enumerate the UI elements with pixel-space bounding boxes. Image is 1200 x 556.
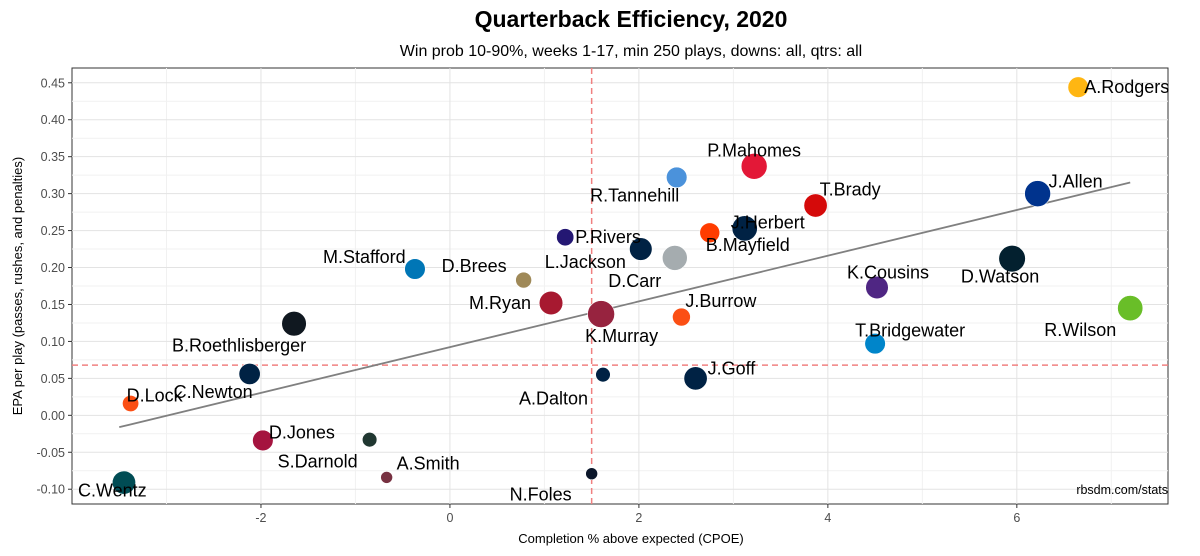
y-tick-label: 0.20 bbox=[41, 261, 65, 275]
point-label-s-darnold: S.Darnold bbox=[278, 452, 358, 472]
y-axis: -0.10 -0.05 0.00 0.05 0.10 0.15 0.20 0.25 0.30 0.… bbox=[37, 76, 72, 497]
point-r-wilson bbox=[1117, 295, 1144, 322]
point-b-mayfield bbox=[699, 222, 721, 244]
point-label-k-murray: K.Murray bbox=[585, 326, 658, 346]
point-label-m-stafford: M.Stafford bbox=[323, 247, 406, 267]
point-c-newton bbox=[238, 362, 261, 385]
point-d-watson bbox=[998, 245, 1026, 273]
y-tick-label: 0.10 bbox=[41, 335, 65, 349]
point-label-j-goff: J.Goff bbox=[708, 358, 757, 378]
y-tick-label: 0.30 bbox=[41, 187, 65, 201]
point-d-jones bbox=[252, 429, 274, 452]
point-label-t-bridgewater: T.Bridgewater bbox=[855, 321, 965, 341]
x-tick-label: -2 bbox=[255, 511, 266, 525]
point-j-burrow bbox=[672, 307, 691, 327]
trend-line-group bbox=[119, 181, 1131, 429]
chart-title: Quarterback Efficiency, 2020 bbox=[475, 6, 788, 32]
point-a-smith bbox=[380, 471, 393, 484]
point-label-b-mayfield: B.Mayfield bbox=[706, 235, 790, 255]
point-label-a-rodgers: A.Rodgers bbox=[1084, 77, 1169, 97]
point-label-a-dalton: A.Dalton bbox=[519, 389, 588, 409]
point-label-p-mahomes: P.Mahomes bbox=[707, 140, 801, 160]
point-b-roethlisberger bbox=[281, 311, 307, 337]
point-j-allen bbox=[1024, 180, 1051, 207]
y-tick-label: 0.05 bbox=[41, 372, 65, 386]
x-tick-label: 2 bbox=[635, 511, 642, 525]
y-tick-label: -0.10 bbox=[37, 483, 66, 497]
point-p-rivers bbox=[556, 228, 575, 247]
y-tick-label: 0.25 bbox=[41, 224, 65, 238]
plot-panel: A.Rodgers P.Mahomes R.Tannehill J.Allen T.Br… bbox=[71, 67, 1169, 505]
point-label-j-herbert: J.Herbert bbox=[731, 212, 805, 232]
point-label-j-burrow: J.Burrow bbox=[685, 291, 757, 311]
point-m-stafford bbox=[404, 258, 426, 280]
point-labels: A.Rodgers P.Mahomes R.Tannehill J.Allen T.Br… bbox=[78, 77, 1169, 504]
point-c-wentz bbox=[111, 470, 136, 495]
point-p-mahomes bbox=[740, 152, 768, 180]
chart-subtitle: Win prob 10-90%, weeks 1-17, min 250 pla… bbox=[400, 43, 862, 60]
point-label-d-brees: D.Brees bbox=[442, 256, 507, 276]
point-j-goff bbox=[683, 366, 708, 391]
point-label-t-brady: T.Brady bbox=[820, 179, 881, 199]
x-tick-label: 4 bbox=[824, 511, 831, 525]
point-m-ryan bbox=[538, 290, 564, 316]
trend-line bbox=[119, 181, 1131, 429]
point-label-a-smith: A.Smith bbox=[397, 453, 460, 473]
point-label-m-ryan: M.Ryan bbox=[469, 293, 531, 313]
data-points bbox=[111, 76, 1144, 495]
point-t-brady bbox=[803, 193, 828, 218]
y-tick-label: 0.00 bbox=[41, 409, 65, 423]
x-tick-label: 6 bbox=[1013, 511, 1020, 525]
x-axis-title: Completion % above expected (CPOE) bbox=[518, 531, 743, 546]
point-label-p-rivers: P.Rivers bbox=[575, 227, 641, 247]
y-tick-label: 0.40 bbox=[41, 113, 65, 127]
point-l-jackson bbox=[661, 245, 688, 271]
grid-minor bbox=[72, 68, 1168, 504]
point-d-carr bbox=[629, 237, 653, 261]
point-label-c-wentz: C.Wentz bbox=[78, 481, 147, 501]
point-label-n-foles: N.Foles bbox=[510, 485, 572, 505]
point-label-r-wilson: R.Wilson bbox=[1044, 320, 1116, 340]
point-a-dalton bbox=[595, 367, 611, 383]
y-axis-title: EPA per play (passes, rushes, and penalt… bbox=[10, 157, 25, 415]
source-caption: rbsdm.com/stats bbox=[1076, 483, 1168, 497]
y-tick-label: 0.45 bbox=[41, 76, 65, 90]
point-label-l-jackson: L.Jackson bbox=[545, 252, 626, 272]
point-j-herbert bbox=[731, 215, 758, 242]
point-t-bridgewater bbox=[864, 333, 886, 355]
point-a-rodgers bbox=[1067, 76, 1089, 98]
point-d-lock bbox=[122, 395, 140, 412]
point-label-k-cousins: K.Cousins bbox=[847, 262, 929, 282]
point-d-brees bbox=[515, 271, 532, 289]
y-tick-label: -0.05 bbox=[37, 446, 66, 460]
point-label-d-carr: D.Carr bbox=[608, 271, 661, 291]
point-label-r-tannehill: R.Tannehill bbox=[590, 185, 679, 205]
point-label-c-newton: C.Newton bbox=[174, 382, 253, 402]
point-label-d-jones: D.Jones bbox=[269, 422, 335, 442]
point-n-foles bbox=[585, 467, 598, 481]
point-r-tannehill bbox=[666, 166, 688, 188]
point-k-murray bbox=[587, 300, 615, 328]
point-s-darnold bbox=[361, 432, 378, 448]
point-label-j-allen: J.Allen bbox=[1049, 172, 1103, 192]
point-k-cousins bbox=[865, 275, 889, 300]
point-label-d-lock: D.Lock bbox=[127, 385, 184, 405]
point-label-d-watson: D.Watson bbox=[961, 267, 1039, 287]
y-tick-label: 0.15 bbox=[41, 298, 65, 312]
point-label-b-roethlisberger: B.Roethlisberger bbox=[172, 336, 306, 356]
x-tick-label: 0 bbox=[446, 511, 453, 525]
y-tick-label: 0.35 bbox=[41, 150, 65, 164]
x-axis: -2 0 2 4 6 bbox=[255, 504, 1020, 525]
